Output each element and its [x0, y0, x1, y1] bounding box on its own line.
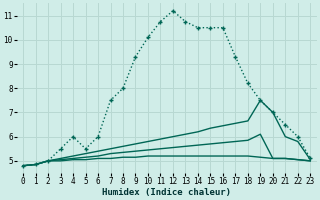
X-axis label: Humidex (Indice chaleur): Humidex (Indice chaleur) — [102, 188, 231, 197]
